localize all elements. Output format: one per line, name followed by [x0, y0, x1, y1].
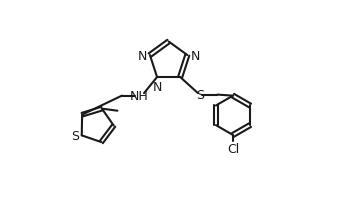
Text: N: N	[152, 81, 162, 94]
Text: S: S	[71, 129, 79, 142]
Text: N: N	[138, 49, 147, 62]
Text: NH: NH	[130, 90, 149, 103]
Text: N: N	[190, 49, 200, 62]
Text: Cl: Cl	[227, 143, 239, 156]
Text: S: S	[196, 89, 204, 102]
